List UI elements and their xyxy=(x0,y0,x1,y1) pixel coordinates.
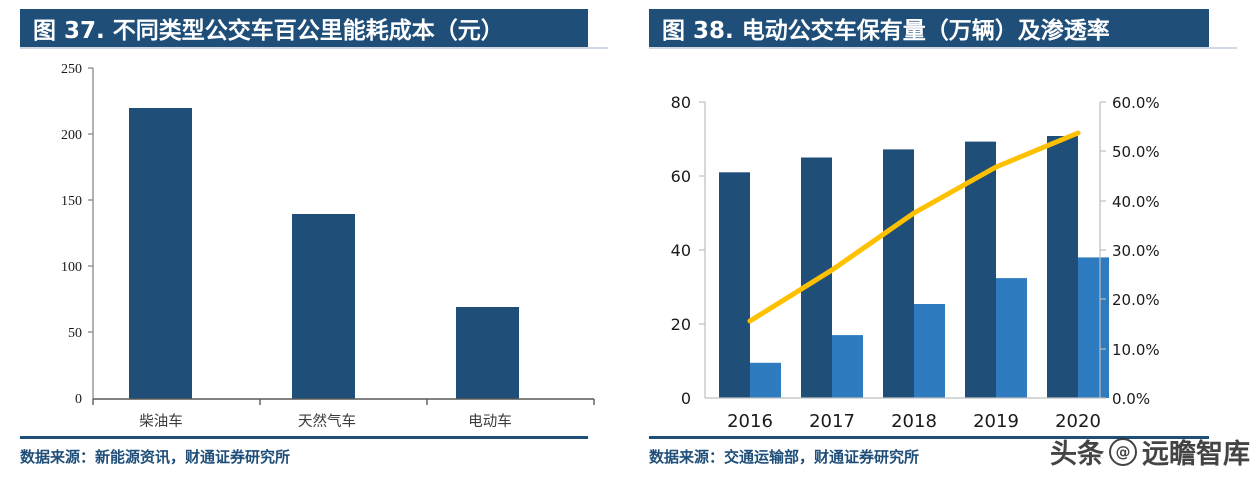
svg-text:40: 40 xyxy=(671,241,691,260)
y-axis-secondary xyxy=(1099,101,1106,399)
y-axis-labels-right-secondary: 60.0% 50.0% 40.0% 30.0% 20.0% 10.0% 0.0% xyxy=(1112,94,1160,408)
svg-text:100: 100 xyxy=(61,260,82,275)
watermark-text-right: 远瞻智库 xyxy=(1142,439,1250,470)
svg-text:2016: 2016 xyxy=(727,411,773,432)
footer-rule-right xyxy=(649,436,1209,439)
svg-text:60.0%: 60.0% xyxy=(1112,94,1160,112)
bar-2018-ebus-count xyxy=(914,304,945,398)
svg-text:0.0%: 0.0% xyxy=(1112,390,1150,408)
svg-text:30.0%: 30.0% xyxy=(1112,242,1160,260)
source-note-left: 数据来源：新能源资讯，财通证券研究所 xyxy=(20,448,291,466)
source-note-right: 数据来源：交通运输部，财通证券研究所 xyxy=(649,448,920,466)
y-axis-labels-right-primary: 80 60 40 20 0 xyxy=(671,93,691,408)
title-underline-right xyxy=(649,47,1237,49)
chart-title-bar-right: 图 38. 电动公交车保有量（万辆）及渗透率 xyxy=(649,9,1209,47)
svg-text:80: 80 xyxy=(671,93,691,112)
svg-text:0: 0 xyxy=(75,392,82,407)
svg-text:60: 60 xyxy=(671,167,691,186)
svg-text:50.0%: 50.0% xyxy=(1112,143,1160,161)
figure-panel-right: 图 38. 电动公交车保有量（万辆）及渗透率 公交车保有量（万辆） 电动公交车数… xyxy=(629,0,1258,483)
bar-天然气车 xyxy=(292,214,355,399)
y-axis-primary xyxy=(699,101,706,398)
bar-2017-ebus-count xyxy=(832,335,863,398)
panel-divider xyxy=(624,0,625,483)
svg-text:电动车: 电动车 xyxy=(468,413,512,430)
bar-2018-bus-stock xyxy=(883,149,914,398)
y-axis-left xyxy=(88,67,94,399)
bar-series-ebus-count xyxy=(750,257,1109,398)
x-axis-labels-right: 2016 2017 2018 2019 2020 xyxy=(727,411,1101,432)
bar-2016-ebus-count xyxy=(750,362,781,398)
svg-text:2020: 2020 xyxy=(1055,411,1101,432)
chart-title-bar-left: 图 37. 不同类型公交车百公里能耗成本（元） xyxy=(20,9,588,47)
bar-电动车 xyxy=(456,307,519,399)
svg-text:50: 50 xyxy=(68,326,82,341)
svg-text:150: 150 xyxy=(61,194,82,209)
watermark: 头条 @ 远瞻智库 xyxy=(1050,432,1250,471)
svg-text:2017: 2017 xyxy=(809,411,855,432)
svg-text:天然气车: 天然气车 xyxy=(298,413,356,430)
x-axis-labels-left: 柴油车 天然气车 电动车 xyxy=(139,413,512,430)
watermark-text-left: 头条 xyxy=(1050,439,1104,470)
combo-chart-fig38: 80 60 40 20 0 xyxy=(671,93,1160,432)
at-icon: @ xyxy=(1109,437,1137,466)
x-axis-left xyxy=(92,398,595,405)
page-title-right: 图 38. 电动公交车保有量（万辆）及渗透率 xyxy=(662,18,1110,44)
bar-2020-ebus-count xyxy=(1078,257,1109,398)
svg-text:10.0%: 10.0% xyxy=(1112,341,1160,359)
bar-series-bus-stock xyxy=(719,136,1078,398)
chart-plot-left: 250 200 150 100 50 0 xyxy=(0,0,620,430)
bar-2016-bus-stock xyxy=(719,172,750,398)
bar-chart-fig37: 250 200 150 100 50 0 xyxy=(61,62,595,430)
svg-text:40.0%: 40.0% xyxy=(1112,193,1160,211)
svg-text:200: 200 xyxy=(61,128,82,143)
figure-panel-left: 图 37. 不同类型公交车百公里能耗成本（元） 250 200 150 100 … xyxy=(0,0,620,483)
svg-text:2018: 2018 xyxy=(891,411,937,432)
bar-柴油车 xyxy=(129,108,192,399)
line-series-penetration xyxy=(747,130,1081,324)
footer-rule-left xyxy=(20,436,588,439)
svg-text:0: 0 xyxy=(681,389,691,408)
svg-text:柴油车: 柴油车 xyxy=(139,413,183,430)
svg-text:2019: 2019 xyxy=(973,411,1019,432)
bar-2019-ebus-count xyxy=(996,278,1027,398)
bar-series-fig37 xyxy=(129,108,519,399)
bar-2020-bus-stock xyxy=(1047,136,1078,398)
y-axis-labels-left: 250 200 150 100 50 0 xyxy=(61,62,82,407)
svg-text:20.0%: 20.0% xyxy=(1112,291,1160,309)
title-underline-left xyxy=(20,47,608,49)
svg-text:250: 250 xyxy=(61,62,82,77)
page-title-left: 图 37. 不同类型公交车百公里能耗成本（元） xyxy=(33,18,504,44)
svg-text:20: 20 xyxy=(671,315,691,334)
